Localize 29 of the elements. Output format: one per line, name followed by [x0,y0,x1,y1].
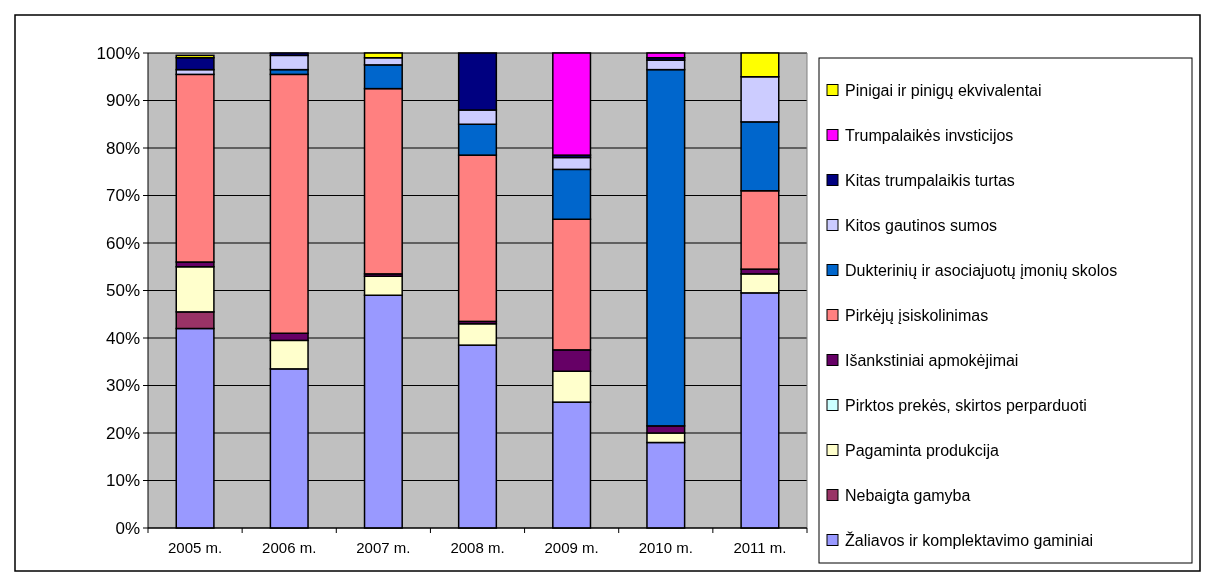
x-tick-label: 2011 m. [733,539,787,556]
legend-label: Pirkėjų įsiskolinimas [845,307,989,325]
y-tick-label: 0% [115,518,140,538]
y-tick-label: 80% [105,138,140,158]
x-tick-label: 2009 m. [544,539,599,556]
x-tick-label: 2007 m. [356,539,411,556]
x-tick-label: 2006 m. [262,539,317,556]
legend-label: Dukterinių ir asociajuotų įmonių skolos [845,262,1118,280]
y-tick-label: 100% [96,43,140,63]
legend-label: Pinigai ir pinigų ekvivalentai [845,82,1042,100]
legend-label: Pirktos prekės, skirtos perparduoti [845,397,1087,415]
y-tick-label: 60% [105,233,140,253]
x-tick-label: 2010 m. [638,539,693,556]
y-tick-label: 20% [105,423,140,443]
legend-label: Kitas trumpalaikis turtas [845,172,1015,190]
legend-label: Išankstiniai apmokėjimai [845,352,1019,370]
legend-label: Nebaigta gamyba [845,487,971,505]
legend-label: Pagaminta produkcija [845,442,999,460]
x-tick-label: 2005 m. [167,539,223,556]
y-tick-label: 50% [105,281,140,301]
y-tick-label: 90% [105,91,140,111]
y-tick-label: 70% [105,186,140,206]
y-tick-label: 40% [105,328,140,348]
legend-label: Žaliavos ir komplektavimo gaminiai [845,531,1094,550]
y-tick-label: 30% [105,376,140,396]
legend-label: Kitos gautinos sumos [845,217,998,235]
legend-label: Trumpalaikės invsticijos [845,127,1014,145]
y-tick-label: 10% [105,471,140,491]
x-tick-label: 2008 m. [450,539,505,556]
